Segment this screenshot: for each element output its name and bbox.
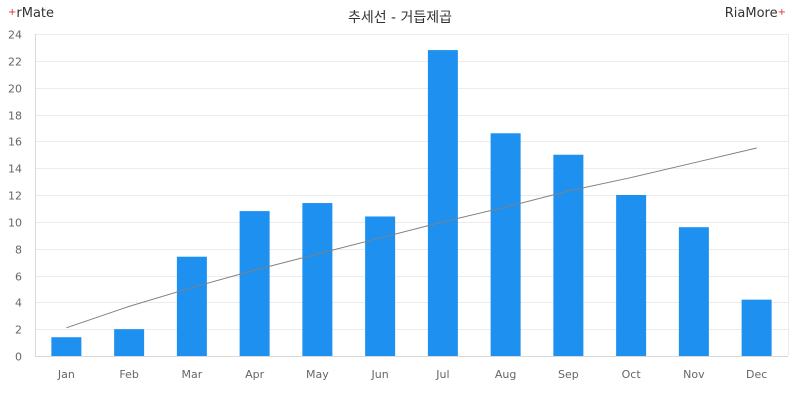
x-tick-label: Jan — [57, 368, 75, 381]
x-tick-label: Dec — [746, 368, 767, 381]
bar-jan — [51, 337, 82, 356]
x-tick-label: Apr — [245, 368, 265, 381]
y-tick-label: 6 — [15, 271, 22, 284]
y-tick-label: 12 — [8, 190, 22, 203]
bar-nov — [678, 227, 709, 356]
trendline — [66, 147, 757, 329]
bar-jul — [427, 50, 458, 356]
x-tick-label: Aug — [495, 368, 516, 381]
bar-mar — [176, 256, 207, 356]
bar-feb — [114, 329, 145, 356]
bar-oct — [616, 195, 647, 356]
chart-title: 추세선 - 거듭제곱 — [347, 10, 453, 26]
x-tick-label: Sep — [558, 368, 579, 381]
y-tick-label: 18 — [8, 110, 22, 123]
y-tick-label: 4 — [15, 297, 22, 310]
bar-jun — [365, 216, 396, 356]
y-tick-label: 14 — [8, 163, 22, 176]
x-tick-label: May — [306, 368, 329, 381]
y-tick-label: 0 — [15, 351, 22, 364]
x-tick-label: Feb — [119, 368, 138, 381]
bar-aug — [490, 133, 521, 356]
plus-icon: + — [777, 7, 786, 18]
bar-apr — [239, 211, 270, 356]
y-tick-label: 20 — [8, 83, 22, 96]
plus-icon: + — [8, 7, 17, 18]
y-tick-label: 10 — [8, 217, 22, 230]
bar-dec — [741, 299, 772, 356]
x-tick-label: Nov — [683, 368, 705, 381]
y-tick-label: 8 — [15, 244, 22, 257]
bar-may — [302, 203, 333, 356]
y-tick-label: 22 — [8, 56, 22, 69]
y-tick-label: 24 — [8, 29, 22, 42]
brand-right-label: RiaMore — [724, 6, 778, 21]
x-tick-label: Oct — [622, 368, 642, 381]
bar-sep — [553, 154, 584, 356]
x-tick-label: Jun — [371, 368, 389, 381]
x-tick-label: Jul — [435, 368, 449, 381]
brand-left-label: rMate — [16, 6, 55, 21]
y-tick-label: 2 — [15, 324, 22, 337]
x-tick-label: Mar — [181, 368, 202, 381]
y-tick-label: 16 — [8, 136, 22, 149]
brand-logo-right: RiaMore+ — [725, 6, 786, 21]
brand-logo-left: +rMate — [8, 6, 54, 21]
